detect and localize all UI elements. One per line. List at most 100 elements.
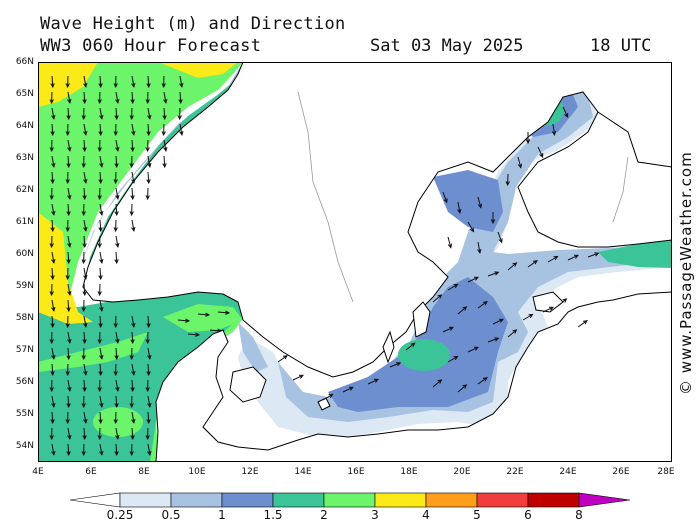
wave-arrow: [51, 107, 56, 120]
wave-arrow: [179, 75, 184, 88]
wave-arrow: [51, 443, 56, 456]
border-line: [612, 156, 629, 223]
skagerrak-wave-zone: [163, 304, 243, 332]
wave-arrow: [542, 306, 555, 313]
wave-arrow: [477, 196, 483, 209]
wave-arrow: [81, 443, 86, 457]
wave-arrow: [82, 331, 87, 345]
wave-arrow: [447, 283, 459, 291]
wave-arrow: [66, 203, 71, 217]
wave-arrow: [131, 315, 136, 328]
baltic-wave-zone: [433, 170, 503, 232]
wave-arrow: [82, 427, 87, 441]
wave-arrow: [65, 315, 70, 329]
wave-arrow: [115, 187, 120, 200]
lat-label: 62N: [15, 185, 34, 195]
wave-arrow: [115, 379, 120, 392]
wave-arrow: [67, 235, 72, 248]
wave-arrow: [83, 411, 88, 424]
wave-arrow: [507, 262, 518, 271]
wave-arrow: [146, 363, 151, 377]
wave-arrow: [67, 91, 72, 104]
colorbar-label: 0.25: [106, 508, 134, 522]
wave-arrow: [114, 443, 119, 457]
wave-arrow: [67, 331, 72, 344]
wave-arrow: [66, 155, 71, 169]
wave-arrow: [145, 139, 150, 153]
wave-arrow: [49, 427, 54, 441]
wave-arrow: [487, 337, 500, 343]
lat-label: 55N: [15, 409, 34, 419]
wave-arrow: [83, 219, 88, 232]
wave-arrow: [145, 379, 150, 393]
wave-arrow: [99, 347, 104, 360]
forecast-subtitle: WW3 060 Hour Forecast: [40, 36, 262, 56]
wave-arrow: [49, 139, 54, 153]
wave-arrow: [477, 301, 488, 309]
skagerrak-wave-zone: [238, 322, 268, 372]
wave-arrow: [49, 91, 54, 105]
wave-arrow: [130, 379, 135, 393]
wave-arrow: [113, 75, 118, 89]
wave-arrow: [67, 139, 72, 152]
wave-arrow: [49, 283, 54, 297]
wave-arrow: [51, 299, 56, 312]
wave-arrow: [50, 219, 55, 233]
wave-arrow: [447, 236, 453, 249]
wave-arrow: [587, 252, 600, 258]
wave-arrow: [367, 378, 380, 385]
wave-arrow: [114, 395, 119, 409]
lat-label: 56N: [15, 377, 34, 387]
wave-arrow: [82, 139, 87, 153]
wave-arrow: [467, 221, 475, 233]
wave-arrow: [477, 241, 482, 254]
lon-label: 18E: [400, 467, 418, 477]
wave-arrow: [83, 75, 88, 88]
north-sea-wave-zone: [93, 407, 143, 437]
wave-arrow: [577, 320, 588, 328]
wave-arrow: [115, 91, 120, 104]
wave-arrow: [50, 171, 55, 185]
wave-arrow: [99, 203, 104, 216]
colorbar-label: 4: [422, 508, 430, 522]
wave-arrow: [147, 443, 152, 456]
wave-arrow: [98, 123, 103, 137]
colorbar-cell: [170, 492, 223, 508]
colorbar-cell: [425, 492, 478, 508]
lat-label: 66N: [15, 57, 34, 67]
gotland-island: [412, 301, 431, 338]
finland-landmass: [517, 111, 672, 248]
wave-arrow: [145, 427, 150, 441]
wave-arrow: [97, 331, 102, 345]
wave-arrow: [147, 347, 152, 360]
wave-arrow: [114, 347, 119, 361]
wave-arrow: [163, 139, 168, 152]
wave-arrow: [67, 187, 72, 200]
wave-arrow: [292, 374, 305, 381]
wave-arrow: [114, 107, 119, 121]
lon-label: 24E: [559, 467, 577, 477]
forecast-date: Sat 03 May 2025: [370, 36, 524, 56]
wave-arrow: [99, 155, 104, 168]
wave-arrow: [162, 107, 167, 121]
wave-arrow: [517, 156, 523, 169]
wave-arrow: [98, 315, 103, 329]
wave-arrow: [51, 251, 56, 264]
colorbar-cell: [476, 492, 529, 508]
colorbar-cell: [578, 492, 631, 508]
wave-arrow: [115, 139, 120, 152]
wave-arrow: [98, 363, 103, 377]
wave-arrow: [562, 106, 569, 119]
wave-arrow: [97, 379, 102, 393]
colorbar-label: 5: [473, 508, 481, 522]
wave-arrow: [507, 329, 518, 338]
wave-arrow: [50, 267, 55, 281]
wave-arrow: [114, 155, 119, 169]
wave-arrow: [83, 363, 88, 376]
wave-arrow: [97, 139, 102, 153]
lon-label: 12E: [241, 467, 259, 477]
wave-arrow: [82, 235, 87, 249]
wave-arrow: [66, 443, 71, 457]
wave-arrow: [99, 443, 104, 456]
colorbar-cell: [221, 492, 274, 508]
